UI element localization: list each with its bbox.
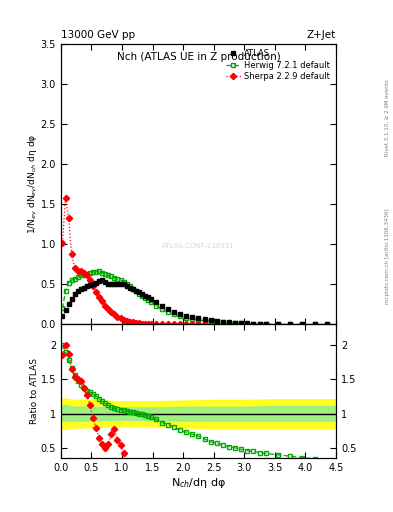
Sherpa 2.2.9 default xyxy=(134,320,138,326)
X-axis label: N$_{ch}$/dη dφ: N$_{ch}$/dη dφ xyxy=(171,476,226,490)
ATLAS xyxy=(325,322,329,328)
Sherpa 2.2.9 default xyxy=(106,306,111,312)
ATLAS xyxy=(60,313,65,319)
Y-axis label: 1/N$_{ev}$ dN$_{ev}$/dN$_{ch}$ dη dφ: 1/N$_{ev}$ dN$_{ev}$/dN$_{ch}$ dη dφ xyxy=(26,134,39,234)
Sherpa 2.2.9 default xyxy=(75,268,80,274)
Sherpa 2.2.9 default xyxy=(84,272,89,279)
Line: Sherpa 2.2.9 default: Sherpa 2.2.9 default xyxy=(60,196,207,327)
Herwig 7.2.1 default xyxy=(88,270,92,276)
Y-axis label: Ratio to ATLAS: Ratio to ATLAS xyxy=(30,358,39,424)
Herwig 7.2.1 default xyxy=(325,322,329,328)
Herwig 7.2.1 default xyxy=(153,303,158,309)
ATLAS xyxy=(153,299,158,305)
Herwig 7.2.1 default xyxy=(196,317,201,323)
Legend: ATLAS, Herwig 7.2.1 default, Sherpa 2.2.9 default: ATLAS, Herwig 7.2.1 default, Sherpa 2.2.… xyxy=(224,48,332,83)
Sherpa 2.2.9 default xyxy=(121,316,126,323)
ATLAS xyxy=(165,306,170,312)
Sherpa 2.2.9 default xyxy=(165,322,170,328)
Sherpa 2.2.9 default xyxy=(79,268,83,274)
Text: Z+Jet: Z+Jet xyxy=(307,30,336,40)
Sherpa 2.2.9 default xyxy=(94,288,98,294)
Sherpa 2.2.9 default xyxy=(130,319,135,325)
Sherpa 2.2.9 default xyxy=(184,322,189,328)
Herwig 7.2.1 default xyxy=(165,309,170,315)
Sherpa 2.2.9 default xyxy=(190,322,195,328)
Sherpa 2.2.9 default xyxy=(103,303,108,309)
ATLAS xyxy=(124,283,129,289)
Sherpa 2.2.9 default xyxy=(60,240,65,246)
Sherpa 2.2.9 default xyxy=(72,265,77,271)
Sherpa 2.2.9 default xyxy=(69,251,74,257)
Sherpa 2.2.9 default xyxy=(88,277,92,283)
Sherpa 2.2.9 default xyxy=(66,215,71,221)
Sherpa 2.2.9 default xyxy=(140,321,144,327)
ATLAS xyxy=(172,309,176,315)
Sherpa 2.2.9 default xyxy=(112,311,117,317)
Sherpa 2.2.9 default xyxy=(146,321,151,327)
Sherpa 2.2.9 default xyxy=(63,196,68,202)
Text: ATLAS-CONF-236531: ATLAS-CONF-236531 xyxy=(162,243,235,249)
Sherpa 2.2.9 default xyxy=(97,294,101,300)
Sherpa 2.2.9 default xyxy=(109,309,114,315)
Sherpa 2.2.9 default xyxy=(127,318,132,325)
Sherpa 2.2.9 default xyxy=(196,322,201,328)
Sherpa 2.2.9 default xyxy=(81,270,86,276)
Sherpa 2.2.9 default xyxy=(118,315,123,322)
Text: 13000 GeV pp: 13000 GeV pp xyxy=(61,30,135,40)
Text: mcplots.cern.ch [arXiv:1306.3436]: mcplots.cern.ch [arXiv:1306.3436] xyxy=(385,208,389,304)
ATLAS xyxy=(88,282,92,288)
Sherpa 2.2.9 default xyxy=(153,321,158,327)
Sherpa 2.2.9 default xyxy=(202,322,207,328)
ATLAS xyxy=(196,315,201,322)
Sherpa 2.2.9 default xyxy=(172,322,176,328)
Text: Rivet 3.1.10, ≥ 2.9M events: Rivet 3.1.10, ≥ 2.9M events xyxy=(385,79,389,156)
Sherpa 2.2.9 default xyxy=(115,313,120,319)
Text: Nch (ATLAS UE in Z production): Nch (ATLAS UE in Z production) xyxy=(117,52,280,62)
Sherpa 2.2.9 default xyxy=(149,321,153,327)
Herwig 7.2.1 default xyxy=(97,268,101,274)
Herwig 7.2.1 default xyxy=(124,281,129,287)
Sherpa 2.2.9 default xyxy=(178,322,182,328)
Sherpa 2.2.9 default xyxy=(91,283,95,289)
Sherpa 2.2.9 default xyxy=(160,321,164,327)
Sherpa 2.2.9 default xyxy=(136,320,141,326)
Herwig 7.2.1 default xyxy=(60,305,65,311)
Sherpa 2.2.9 default xyxy=(124,317,129,324)
Line: ATLAS: ATLAS xyxy=(60,278,329,327)
ATLAS xyxy=(100,277,105,283)
Line: Herwig 7.2.1 default: Herwig 7.2.1 default xyxy=(60,269,329,327)
Sherpa 2.2.9 default xyxy=(143,321,147,327)
Herwig 7.2.1 default xyxy=(172,311,176,317)
Sherpa 2.2.9 default xyxy=(100,298,105,304)
